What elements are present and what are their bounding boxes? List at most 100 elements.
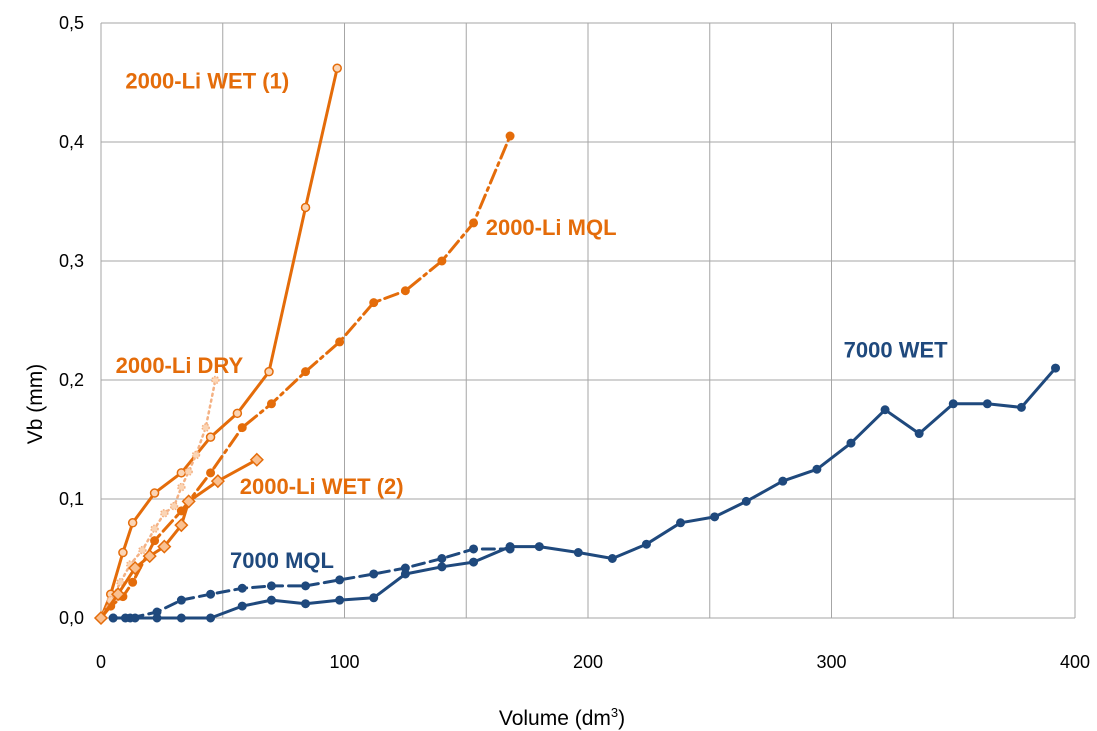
data-point [108, 613, 118, 623]
series-label-2000-li-mql: 2000-Li MQL [486, 215, 617, 240]
data-point [369, 569, 379, 579]
data-point [210, 474, 225, 489]
data-point [400, 286, 410, 296]
data-point [469, 218, 479, 228]
data-point [1051, 363, 1061, 373]
data-point [157, 539, 172, 554]
data-point [118, 547, 128, 558]
data-point [249, 452, 264, 467]
data-point [206, 468, 216, 478]
x-tick-label: 200 [573, 652, 603, 672]
data-point [335, 337, 345, 347]
data-point [142, 549, 157, 564]
data-point [300, 202, 311, 213]
data-point [264, 366, 274, 377]
series-2000-li-wet-2 [93, 452, 264, 626]
data-point [177, 482, 186, 492]
data-point [914, 429, 924, 439]
data-point [138, 545, 147, 555]
x-tick-label: 100 [329, 652, 359, 672]
data-point [110, 587, 126, 602]
data-point [741, 496, 751, 506]
data-point [266, 581, 276, 591]
series-label-2000-li-wet-1: 2000-Li WET (1) [125, 68, 289, 93]
data-point [335, 575, 345, 585]
data-point [149, 488, 160, 498]
data-point [128, 577, 138, 587]
tick-labels: 0 100 200 300 400 0,0 0,1 0,2 0,3 0,4 0,5 [59, 13, 1090, 672]
data-point [191, 450, 201, 460]
data-point [176, 468, 187, 478]
series-label-7000-wet: 7000 WET [844, 337, 948, 362]
series-line [99, 134, 512, 620]
data-point [505, 542, 515, 552]
data-point [266, 595, 276, 605]
data-point [332, 63, 342, 73]
data-point [437, 562, 447, 572]
y-tick-label: 0,3 [59, 251, 84, 271]
data-point [176, 595, 186, 605]
y-tick-label: 0,2 [59, 370, 84, 390]
data-point [93, 610, 109, 626]
data-point [469, 557, 479, 567]
data-point [237, 601, 247, 611]
data-point [237, 423, 247, 433]
data-point [201, 423, 210, 432]
data-point [169, 501, 179, 511]
data-point [641, 539, 651, 549]
data-point [335, 595, 345, 605]
data-point [948, 399, 958, 409]
data-point [846, 438, 856, 448]
data-point [301, 581, 311, 591]
data-point [184, 467, 193, 476]
data-point [237, 583, 247, 593]
data-point [534, 542, 544, 552]
series-label-2000-li-wet-2: 2000-Li WET (2) [240, 474, 404, 499]
data-point [607, 554, 617, 563]
data-point [710, 512, 720, 522]
data-point [174, 518, 189, 533]
data-point [211, 375, 220, 385]
series-line [111, 547, 512, 620]
data-point [437, 554, 447, 563]
x-axis-title-superscript: 3 [611, 705, 618, 720]
y-tick-label: 0,1 [59, 489, 84, 509]
x-tick-label: 400 [1060, 652, 1090, 672]
data-point [232, 408, 243, 419]
data-point [127, 518, 138, 528]
series-label-2000-li-dry: 2000-Li DRY [116, 353, 244, 378]
x-axis-title-end: ) [618, 707, 625, 730]
data-point [505, 131, 515, 141]
data-point [150, 536, 160, 546]
data-point [778, 476, 788, 486]
data-point [469, 544, 479, 554]
x-axis-title-main: Volume (dm [499, 707, 611, 730]
data-point [301, 367, 311, 377]
data-point [176, 613, 186, 623]
data-point [301, 599, 311, 609]
x-tick-label: 0 [96, 652, 106, 672]
x-axis-title: Volume (dm3) [499, 705, 625, 730]
data-point [205, 432, 216, 442]
data-point [130, 613, 140, 623]
series-2000-li-wet-1 [96, 63, 342, 623]
data-point [437, 256, 447, 266]
data-point [573, 548, 583, 558]
data-point [812, 464, 822, 474]
data-point [150, 524, 159, 533]
series-layer [93, 63, 1061, 626]
data-point [160, 509, 169, 518]
data-point [400, 569, 410, 579]
series-label-7000-mql: 7000 MQL [230, 548, 334, 573]
data-point [369, 593, 379, 603]
series-line [99, 66, 339, 620]
data-point [266, 399, 276, 409]
y-axis-title: Vb (mm) [24, 364, 47, 445]
y-tick-label: 0,0 [59, 608, 84, 628]
series-7000-wet [108, 363, 1061, 623]
data-point [206, 613, 216, 623]
data-point [181, 494, 196, 509]
series-annotations: 2000-Li WET (1) 2000-Li MQL 2000-Li DRY 200… [116, 68, 949, 573]
data-point [880, 405, 890, 415]
